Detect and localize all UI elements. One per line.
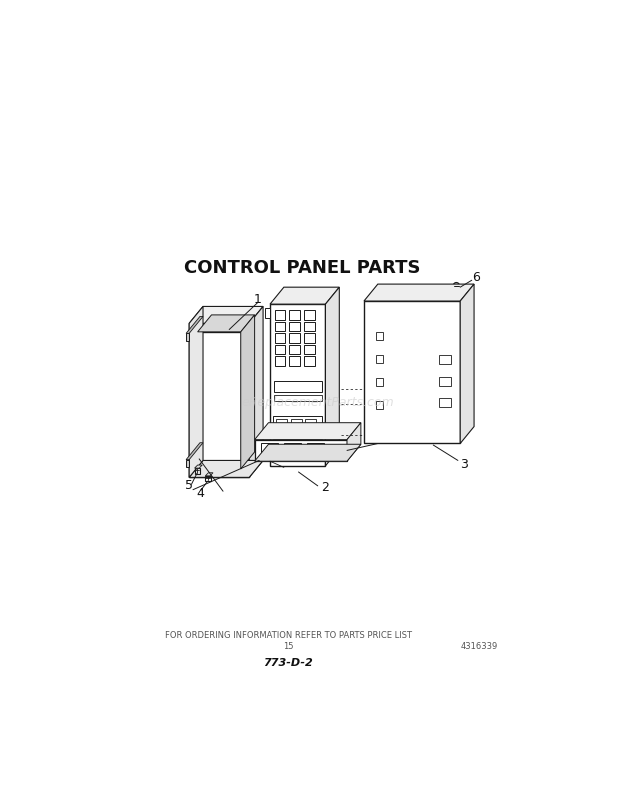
Polygon shape [255, 423, 361, 439]
Polygon shape [186, 334, 189, 341]
Polygon shape [265, 444, 270, 454]
Polygon shape [270, 287, 339, 304]
Polygon shape [364, 301, 460, 443]
Polygon shape [205, 473, 213, 476]
Polygon shape [255, 439, 347, 462]
Polygon shape [255, 444, 361, 462]
Text: 4316339: 4316339 [461, 641, 498, 650]
Text: 6: 6 [472, 271, 479, 285]
Polygon shape [186, 460, 189, 467]
Polygon shape [186, 316, 203, 334]
Polygon shape [364, 284, 474, 301]
Text: 4: 4 [197, 487, 205, 500]
Polygon shape [195, 465, 202, 468]
Polygon shape [326, 287, 339, 466]
Text: FOR ORDERING INFORMATION REFER TO PARTS PRICE LIST: FOR ORDERING INFORMATION REFER TO PARTS … [165, 630, 412, 640]
Polygon shape [189, 306, 203, 477]
Polygon shape [460, 284, 474, 443]
Polygon shape [249, 306, 263, 477]
Text: 1: 1 [254, 293, 262, 306]
Polygon shape [241, 315, 255, 469]
Polygon shape [189, 323, 249, 477]
Text: 3: 3 [460, 458, 468, 471]
Text: 2: 2 [322, 481, 329, 494]
Polygon shape [198, 332, 241, 469]
Polygon shape [189, 306, 263, 323]
Polygon shape [347, 423, 361, 462]
Text: CONTROL PANEL PARTS: CONTROL PANEL PARTS [184, 259, 420, 277]
Text: 773-D-2: 773-D-2 [264, 658, 313, 668]
Circle shape [453, 282, 459, 289]
Text: 15: 15 [283, 641, 294, 650]
Text: 5: 5 [185, 480, 193, 492]
Polygon shape [189, 461, 263, 477]
Text: eReplacementParts.com: eReplacementParts.com [241, 396, 394, 409]
Polygon shape [198, 315, 255, 332]
Polygon shape [186, 443, 203, 460]
Polygon shape [270, 304, 326, 466]
Polygon shape [265, 308, 270, 318]
